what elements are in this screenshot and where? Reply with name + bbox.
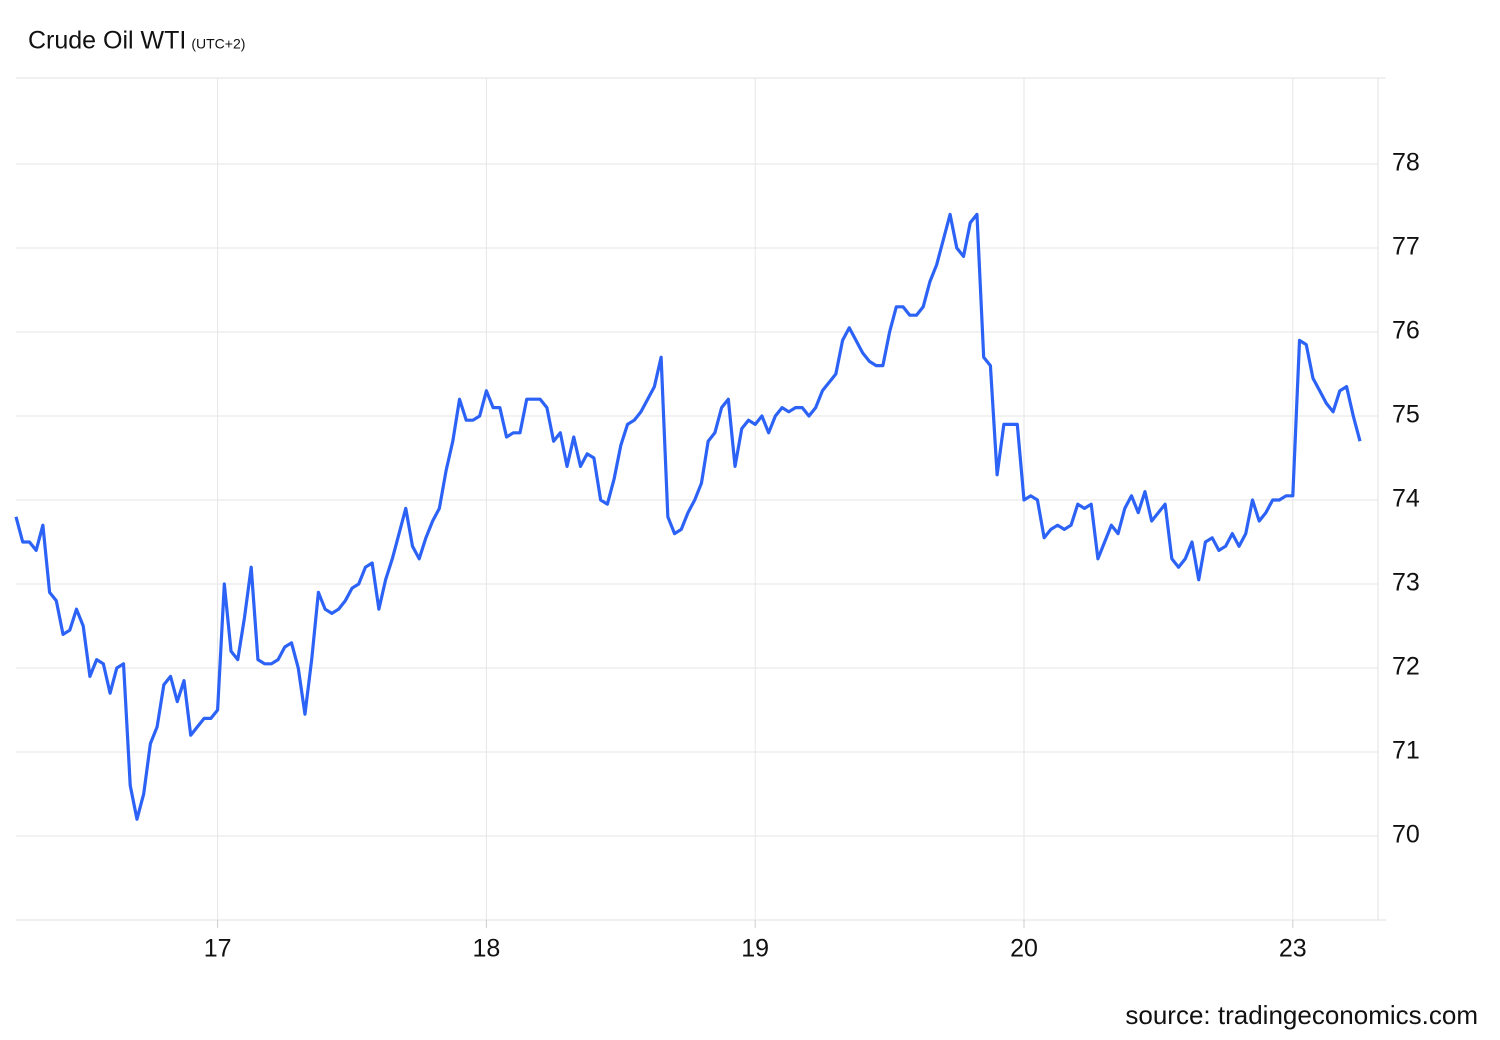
x-tick-label: 19 — [741, 935, 769, 963]
y-tick-label: 71 — [1392, 737, 1420, 765]
source-note: source: tradingeconomics.com — [1125, 1000, 1478, 1030]
y-tick-label: 73 — [1392, 569, 1420, 597]
price-line — [14, 212, 1362, 821]
y-tick-label: 70 — [1392, 821, 1420, 849]
chart-title: Crude Oil WTI — [28, 27, 186, 55]
chart-subtitle: (UTC+2) — [191, 36, 245, 52]
x-tick-label: 23 — [1279, 935, 1307, 963]
x-tick-label: 17 — [204, 935, 232, 963]
y-tick-label: 78 — [1392, 149, 1420, 177]
y-tick-label: 72 — [1392, 653, 1420, 681]
y-tick-label: 75 — [1392, 401, 1420, 429]
y-tick-label: 74 — [1392, 485, 1420, 513]
y-tick-label: 77 — [1392, 233, 1420, 261]
y-tick-label: 76 — [1392, 317, 1420, 345]
x-tick-label: 20 — [1010, 935, 1038, 963]
x-tick-label: 18 — [472, 935, 500, 963]
